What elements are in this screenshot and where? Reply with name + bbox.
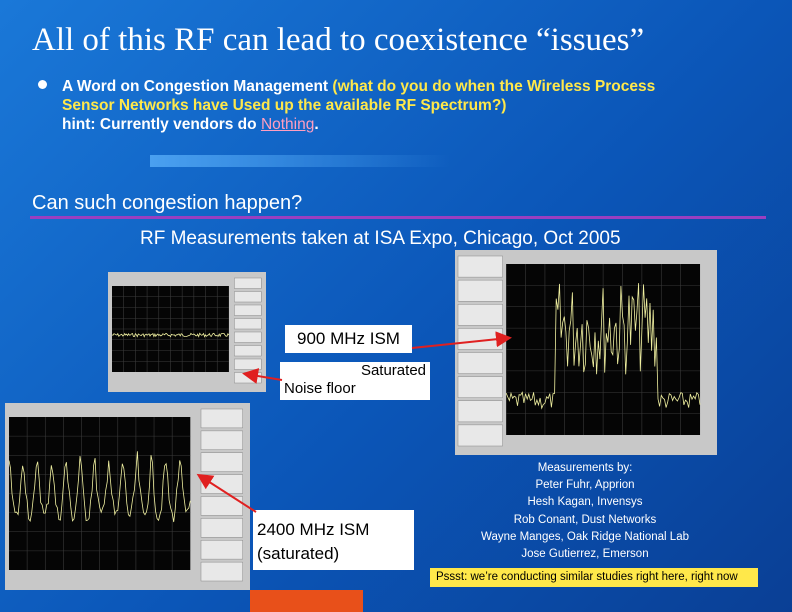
bullet-dot [38,80,47,89]
credit-name: Rob Conant, Dust Networks [513,513,657,526]
question: Can such congestion happen? [32,192,303,214]
subtitle: RF Measurements taken at ISA Expo, Chica… [140,228,621,249]
title: All of this RF can lead to coexistence “… [32,22,645,58]
label-saturated: Saturated Noise floor [280,362,430,400]
softkey [200,496,243,516]
softkey [234,331,262,343]
credit-name: Hesh Kagan, Invensys [527,496,643,509]
credit-name: Jose Gutierrez, Emerson [521,548,649,561]
question-text: (what do you do when the Wireless Proces… [62,78,656,114]
softkey [234,277,262,289]
arrow [411,331,512,349]
softkey [234,345,262,357]
softkey [200,518,243,538]
softkey [457,255,503,278]
answer: Nothing [260,116,315,133]
softkey [200,408,243,429]
arrow [242,368,283,384]
softkey [457,400,503,423]
lead: A Word on Congestion Management [62,78,329,95]
credit-name: Peter Fuhr, Apprion [535,479,635,492]
hint: hint: Currently vendors do [62,116,257,133]
softkey [234,318,262,330]
softkey [200,430,243,450]
label-2400: 2400 MHz ISM (saturated) [253,510,414,570]
trace [8,451,191,523]
softkey [200,452,243,472]
softkey [200,561,243,582]
softkey [457,304,503,326]
band: 2400 MHz ISM [257,520,370,539]
label-900: 900 MHz ISM [285,325,412,353]
trace [111,332,230,338]
saturated: Saturated [360,362,426,379]
softkey [457,279,503,302]
decor-bar [150,155,450,167]
arrow [196,473,257,513]
credit-name: Wayne Manges, Oak Ridge National Lab [481,530,689,543]
softkey [457,352,503,374]
decor-bar [250,590,363,612]
end: . [314,116,319,133]
softkey [234,291,262,303]
bullet-text: A Word on Congestion Management (what do… [62,77,712,134]
footnote: Pssst: we’re conducting similar studies … [430,568,758,587]
credits-heading: Measurements by: [537,462,633,474]
softkey [234,304,262,316]
softkey [457,424,503,447]
rule [30,216,766,219]
trace [505,283,701,410]
softkey [200,540,243,560]
credits: Measurements by: Peter Fuhr, Apprion Hesh… [470,460,700,563]
noise-floor: Noise floor [284,380,356,397]
softkey [457,376,503,398]
note: (saturated) [257,544,340,563]
